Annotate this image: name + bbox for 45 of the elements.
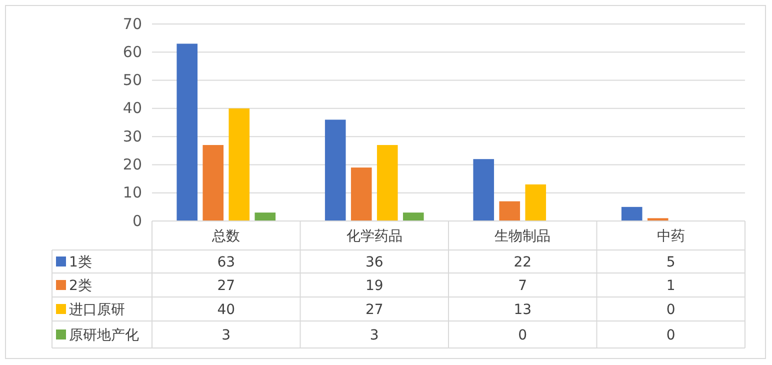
y-tick-label: 40: [122, 99, 142, 118]
data-label: 27: [217, 278, 236, 294]
bar: [525, 184, 546, 221]
y-tick-label: 30: [122, 127, 142, 146]
legend-label: 1类: [69, 254, 92, 270]
y-tick-label: 70: [122, 14, 142, 33]
x-tick-label: 总数: [211, 228, 240, 244]
bar: [621, 206, 642, 221]
legend-label: 进口原研: [69, 302, 125, 318]
data-label: 36: [365, 254, 384, 270]
legend-label: 2类: [69, 278, 92, 294]
bar: [376, 145, 398, 221]
data-label: 27: [365, 302, 384, 318]
data-label: 19: [365, 278, 384, 294]
bar: [254, 212, 276, 221]
bar: [473, 159, 494, 221]
bar: [176, 44, 198, 221]
x-tick-label: 化学药品: [346, 228, 402, 244]
legend-label: 原研地产化: [69, 328, 139, 344]
data-label: 22: [514, 254, 532, 270]
data-label: 5: [666, 254, 676, 270]
data-label: 1: [666, 278, 676, 294]
bar: [647, 218, 668, 221]
bar: [228, 108, 250, 221]
bar: [202, 145, 224, 221]
y-tick-label: 60: [122, 42, 142, 61]
x-tick-label: 生物制品: [494, 228, 551, 244]
data-label: 3: [222, 328, 231, 344]
x-tick-label: 中药: [656, 228, 685, 244]
data-label: 40: [217, 302, 236, 318]
bar: [499, 201, 520, 221]
data-label: 3: [370, 328, 379, 344]
bar: [324, 120, 346, 221]
y-tick-label: 10: [122, 184, 142, 202]
data-label: 0: [666, 328, 676, 344]
data-label: 0: [518, 328, 528, 344]
data-label: 13: [514, 302, 532, 318]
bar: [350, 168, 372, 221]
y-tick-label: 0: [132, 212, 142, 230]
y-tick-label: 20: [122, 156, 142, 174]
data-label: 0: [666, 302, 676, 318]
data-label: 63: [217, 254, 236, 270]
bar: [402, 212, 424, 221]
data-label: 7: [518, 278, 528, 294]
y-tick-label: 50: [122, 71, 142, 90]
